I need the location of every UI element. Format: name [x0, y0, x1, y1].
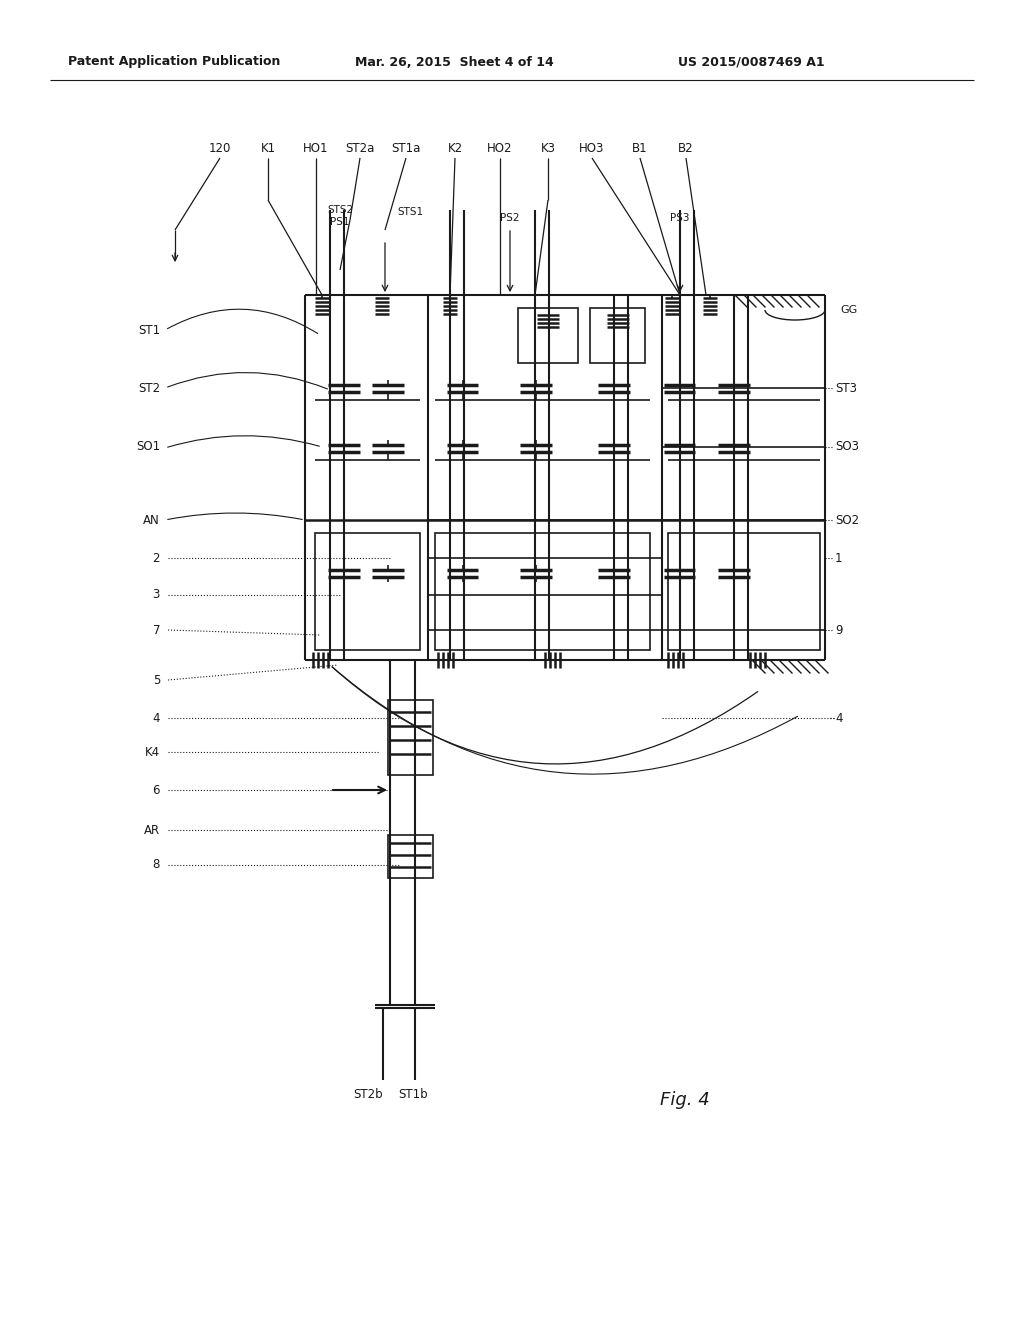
- Text: 1: 1: [835, 552, 843, 565]
- Text: SO3: SO3: [835, 441, 859, 454]
- Text: K3: K3: [541, 141, 555, 154]
- Text: Patent Application Publication: Patent Application Publication: [68, 55, 281, 69]
- Text: STS2: STS2: [327, 205, 353, 215]
- Text: 8: 8: [153, 858, 160, 871]
- Text: 4: 4: [153, 711, 160, 725]
- Text: US 2015/0087469 A1: US 2015/0087469 A1: [678, 55, 824, 69]
- Text: PS2: PS2: [501, 213, 520, 223]
- Text: ST1: ST1: [138, 323, 160, 337]
- Text: ST1b: ST1b: [398, 1089, 428, 1101]
- Text: K1: K1: [260, 141, 275, 154]
- Text: PS3: PS3: [671, 213, 690, 223]
- Text: 5: 5: [153, 673, 160, 686]
- Text: K4: K4: [144, 746, 160, 759]
- Text: ST1a: ST1a: [391, 141, 421, 154]
- Text: 4: 4: [835, 711, 843, 725]
- Bar: [388, 836, 433, 878]
- Text: ST2a: ST2a: [345, 141, 375, 154]
- Text: 3: 3: [153, 589, 160, 602]
- Bar: [435, 533, 650, 649]
- Text: AN: AN: [143, 513, 160, 527]
- Text: STS1: STS1: [397, 207, 423, 216]
- Text: Fig. 4: Fig. 4: [660, 1092, 710, 1109]
- Text: AR: AR: [144, 824, 160, 837]
- Text: ST3: ST3: [835, 381, 857, 395]
- Text: HO2: HO2: [487, 141, 513, 154]
- Bar: [590, 308, 645, 363]
- Text: ST2: ST2: [138, 381, 160, 395]
- Text: 6: 6: [153, 784, 160, 796]
- Bar: [315, 533, 420, 649]
- Text: 2: 2: [153, 552, 160, 565]
- Text: ST2b: ST2b: [353, 1089, 383, 1101]
- Text: B2: B2: [678, 141, 694, 154]
- Text: SO2: SO2: [835, 513, 859, 527]
- Bar: [518, 308, 578, 363]
- Bar: [388, 700, 433, 775]
- Text: Mar. 26, 2015  Sheet 4 of 14: Mar. 26, 2015 Sheet 4 of 14: [355, 55, 554, 69]
- Text: K2: K2: [447, 141, 463, 154]
- Text: 9: 9: [835, 623, 843, 636]
- Text: 120: 120: [209, 141, 231, 154]
- Text: 7: 7: [153, 623, 160, 636]
- Bar: [668, 533, 820, 649]
- Text: GG: GG: [840, 305, 857, 315]
- Text: HO1: HO1: [303, 141, 329, 154]
- Text: HO3: HO3: [580, 141, 605, 154]
- Text: PS1: PS1: [331, 216, 350, 227]
- Text: SO1: SO1: [136, 441, 160, 454]
- Text: B1: B1: [632, 141, 648, 154]
